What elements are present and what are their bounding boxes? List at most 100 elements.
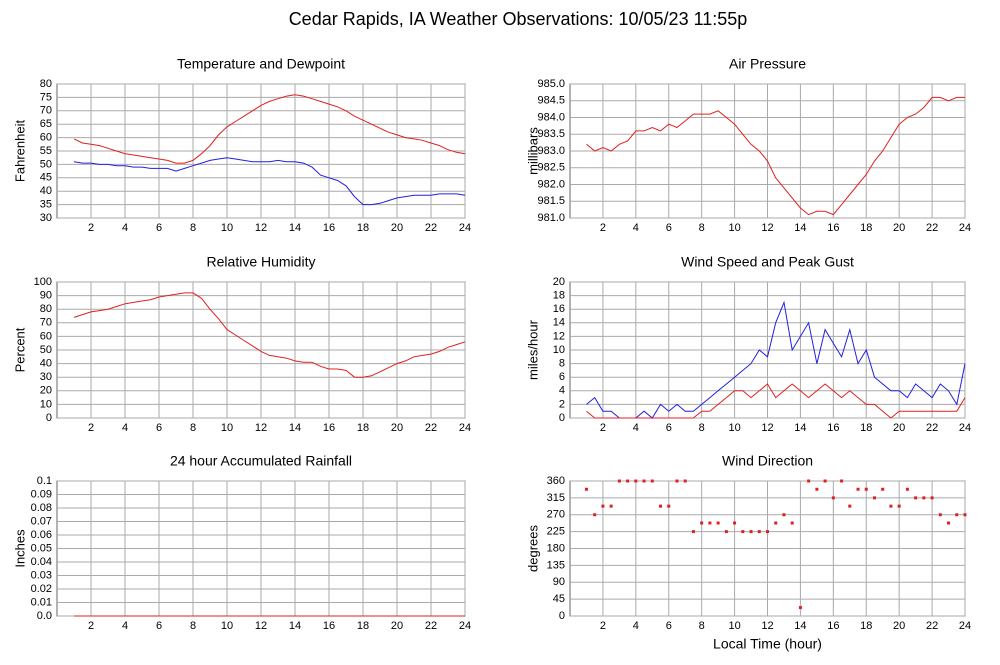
x-tick-label: 4: [633, 422, 639, 434]
y-tick-label: 0.09: [31, 488, 52, 500]
data-point: [749, 530, 753, 534]
data-point: [807, 479, 811, 483]
y-tick-label: 0.04: [31, 556, 52, 568]
x-tick-label: 22: [926, 422, 938, 434]
x-tick-label: 2: [600, 422, 606, 434]
x-tick-label: 18: [357, 620, 369, 632]
y-tick-label: 70: [40, 317, 52, 329]
y-tick-label: 60: [40, 132, 52, 144]
x-tick-label: 8: [699, 422, 705, 434]
data-point: [766, 530, 769, 534]
data-point: [831, 496, 835, 500]
data-point: [774, 521, 778, 525]
data-line: [73, 292, 466, 378]
x-tick-label: 4: [633, 620, 639, 632]
data-point: [798, 606, 802, 610]
data-point: [840, 479, 844, 483]
data-point: [593, 513, 597, 517]
x-tick-label: 10: [728, 222, 740, 234]
data-point: [659, 504, 663, 508]
chart-title: Relative Humidity: [207, 254, 316, 270]
data-point: [716, 521, 720, 525]
y-tick-label: 10: [553, 344, 565, 356]
y-tick-label: 8: [559, 358, 565, 370]
y-tick-label: 983.5: [537, 128, 565, 140]
y-tick-label: 50: [40, 158, 52, 170]
y-tick-label: 16: [553, 303, 565, 315]
x-tick-label: 24: [959, 222, 971, 234]
y-tick-label: 30: [40, 371, 52, 383]
x-tick-label: 12: [255, 620, 267, 632]
y-tick-label: 12: [553, 330, 565, 342]
x-tick-label: 4: [122, 422, 128, 434]
x-tick-label: 22: [926, 222, 938, 234]
x-tick-label: 10: [221, 620, 233, 632]
x-tick-label: 18: [357, 422, 369, 434]
x-tick-label: 16: [827, 422, 839, 434]
x-tick-label: 8: [190, 620, 196, 632]
data-point: [889, 504, 893, 508]
x-tick-label: 2: [88, 422, 94, 434]
y-tick-label: 45: [553, 593, 565, 605]
y-tick-label: 983.0: [537, 145, 565, 157]
y-tick-label: 20: [553, 276, 565, 288]
x-tick-label: 12: [761, 422, 773, 434]
y-tick-label: 75: [40, 91, 52, 103]
data-point: [724, 530, 728, 534]
y-axis-label: degrees: [525, 525, 540, 572]
y-axis-label: miles/hour: [525, 319, 540, 380]
data-point: [963, 513, 967, 517]
data-point: [650, 479, 654, 483]
y-tick-label: 982.5: [537, 162, 565, 174]
x-tick-label: 10: [221, 422, 233, 434]
y-tick-label: 6: [559, 371, 565, 383]
x-tick-label: 20: [391, 422, 403, 434]
y-tick-label: 0.1: [37, 475, 52, 487]
x-axis-label: Local Time (hour): [713, 636, 822, 652]
data-point: [922, 496, 926, 500]
y-tick-label: 360: [547, 475, 565, 487]
x-tick-label: 22: [425, 620, 437, 632]
x-tick-label: 6: [666, 422, 672, 434]
y-tick-label: 100: [34, 276, 52, 288]
y-tick-label: 0.06: [31, 529, 52, 541]
data-point: [675, 479, 679, 483]
x-tick-label: 6: [156, 422, 162, 434]
data-point: [823, 479, 827, 483]
page-title: Cedar Rapids, IA Weather Observations: 1…: [289, 9, 748, 29]
data-point: [601, 504, 605, 508]
x-tick-label: 14: [794, 422, 806, 434]
x-tick-label: 14: [289, 422, 301, 434]
x-tick-label: 14: [289, 620, 301, 632]
x-tick-label: 24: [459, 620, 471, 632]
data-point: [691, 530, 695, 534]
data-point: [897, 504, 901, 508]
x-tick-label: 24: [959, 422, 971, 434]
data-point: [667, 504, 671, 508]
data-line: [73, 94, 466, 164]
y-tick-label: 984.0: [537, 111, 565, 123]
x-tick-label: 20: [893, 222, 905, 234]
y-tick-label: 0.0: [37, 610, 52, 622]
x-tick-label: 18: [860, 222, 872, 234]
x-tick-label: 16: [827, 620, 839, 632]
y-tick-label: 981.5: [537, 195, 565, 207]
y-tick-label: 0: [559, 412, 565, 424]
y-axis-label: Percent: [12, 327, 27, 372]
chart-title: Wind Speed and Peak Gust: [681, 254, 854, 270]
data-point: [905, 487, 909, 491]
data-point: [642, 479, 646, 483]
x-tick-label: 16: [323, 620, 335, 632]
data-line: [586, 300, 966, 419]
data-point: [955, 513, 959, 517]
x-tick-label: 2: [88, 620, 94, 632]
data-point: [584, 487, 588, 491]
x-tick-label: 4: [122, 222, 128, 234]
y-tick-label: 985.0: [537, 78, 565, 90]
y-tick-label: 80: [40, 78, 52, 90]
y-tick-label: 14: [553, 317, 565, 329]
x-tick-label: 16: [323, 222, 335, 234]
y-tick-label: 0.03: [31, 569, 52, 581]
y-tick-label: 40: [40, 185, 52, 197]
